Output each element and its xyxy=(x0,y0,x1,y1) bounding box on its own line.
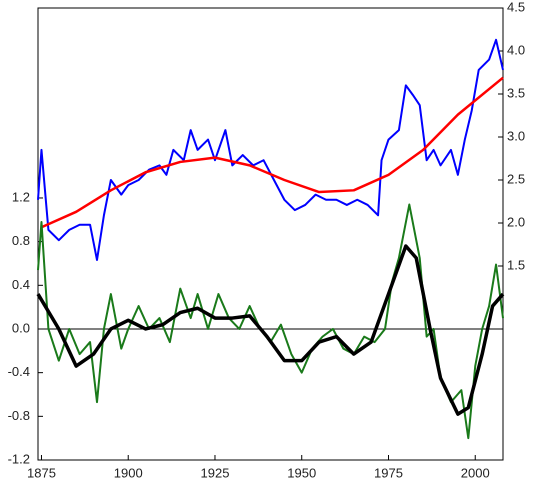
x-tick-label: 1975 xyxy=(374,465,403,480)
y-tick-label: -0.4 xyxy=(8,364,30,379)
y-tick-label: 0.4 xyxy=(12,277,30,292)
y-tick-label: 1.2 xyxy=(12,189,30,204)
series-line xyxy=(40,76,504,229)
y2-tick-label: 4.5 xyxy=(507,0,525,14)
plot-frame xyxy=(37,7,504,461)
y2-tick-label: 3.5 xyxy=(507,85,525,100)
series-line xyxy=(37,38,504,261)
y2-tick-label: 3.0 xyxy=(507,128,525,143)
x-tick-label: 1875 xyxy=(27,465,56,480)
y-tick-label: -0.8 xyxy=(8,408,30,423)
y-tick-label: -1.2 xyxy=(8,451,30,466)
x-tick-label: 1925 xyxy=(201,465,230,480)
y2-tick-label: 4.0 xyxy=(507,42,525,57)
x-tick-label: 1950 xyxy=(287,465,316,480)
series-line xyxy=(37,203,504,440)
y2-tick-label: 2.5 xyxy=(507,171,525,186)
y2-tick-label: 1.5 xyxy=(507,257,525,272)
x-tick-label: 2000 xyxy=(461,465,490,480)
y2-tick-label: 2.0 xyxy=(507,214,525,229)
series-line xyxy=(36,244,505,416)
y-tick-label: 0.8 xyxy=(12,233,30,248)
y-tick-label: 0.0 xyxy=(12,320,30,335)
x-tick-label: 1900 xyxy=(114,465,143,480)
